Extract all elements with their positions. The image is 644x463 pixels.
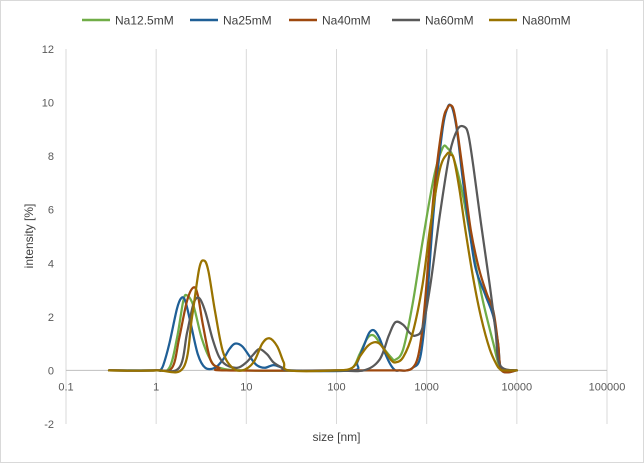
legend-label: Na80mM — [522, 14, 571, 28]
legend: Na12.5mM Na25mM Na40mM Na60mM Na80mM — [82, 14, 571, 28]
legend-label: Na12.5mM — [115, 14, 174, 28]
series-lines — [107, 103, 518, 374]
y-axis-label: intensity [%] — [22, 204, 36, 269]
x-tick-label: 1 — [153, 381, 159, 393]
y-tick-label: 10 — [42, 98, 54, 110]
legend-label: Na60mM — [425, 14, 474, 28]
y-tick-label: 4 — [48, 258, 54, 270]
x-tick-label: 100 — [327, 381, 345, 393]
gridlines — [65, 49, 608, 424]
x-tick-label: 1000 — [414, 381, 438, 393]
series-line-na60mm — [107, 124, 518, 373]
y-tick-label: 0 — [48, 365, 54, 377]
x-tick-label: 10000 — [502, 381, 533, 393]
y-tick-label: 6 — [48, 205, 54, 217]
series-line-na40mm — [107, 103, 518, 374]
y-tick-label: 2 — [48, 312, 54, 324]
y-tick-label: -2 — [44, 419, 54, 431]
x-tick-label: 0.1 — [58, 381, 73, 393]
tick-labels: 0.1 1 10 100 1000 10000 100000 -2 0 2 4 6 8 10 12 — [42, 44, 626, 431]
legend-label: Na40mM — [322, 14, 371, 28]
series-line-na80mm — [107, 151, 518, 374]
y-tick-label: 8 — [48, 151, 54, 163]
y-tick-label: 12 — [42, 44, 54, 56]
x-tick-label: 100000 — [589, 381, 626, 393]
x-axis-label: size [nm] — [312, 430, 360, 444]
x-tick-label: 10 — [240, 381, 252, 393]
legend-label: Na25mM — [223, 14, 272, 28]
